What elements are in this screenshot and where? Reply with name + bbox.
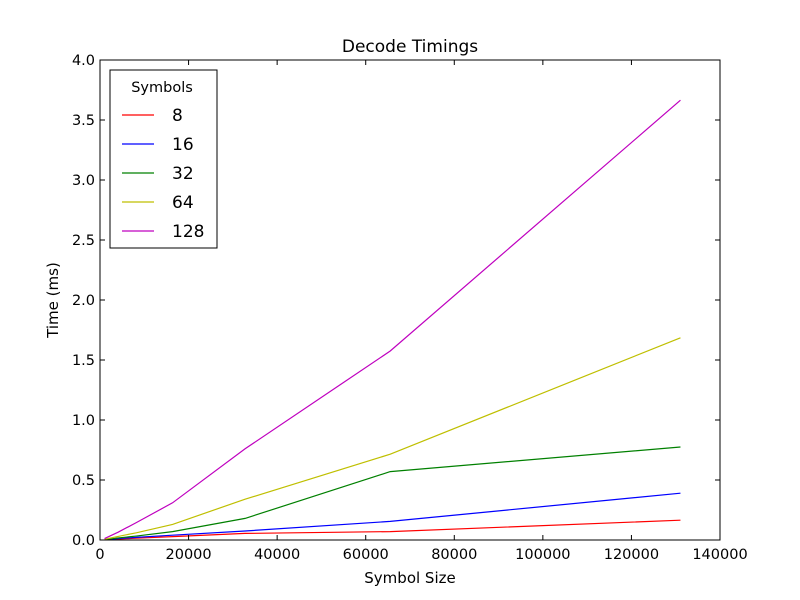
y-tick-label: 0.0 [72, 533, 95, 549]
y-tick-label: 1.5 [72, 353, 95, 369]
y-axis-label: Time (ms) [44, 262, 62, 339]
x-tick-label: 120000 [604, 547, 659, 563]
legend-label-128: 128 [172, 222, 204, 242]
series-line-8 [104, 519, 681, 541]
x-tick-label: 0 [95, 547, 104, 563]
x-axis-label: Symbol Size [364, 569, 455, 587]
chart-title: Decode Timings [342, 37, 478, 57]
y-tick-label: 3.0 [72, 173, 95, 189]
legend-label-32: 32 [172, 164, 194, 184]
x-tick-label: 140000 [692, 547, 747, 563]
plot-area: 0 20000 40000 60000 80000 100000 120000 140000 0… [72, 53, 748, 563]
legend-label-8: 8 [172, 106, 183, 126]
series-line-16 [104, 492, 681, 541]
legend-label-64: 64 [172, 193, 194, 213]
legend-box [109, 69, 218, 249]
y-tick-label: 4.0 [72, 53, 95, 69]
series-line-64 [104, 337, 681, 540]
x-tick-label: 20000 [166, 547, 212, 563]
series-line-32 [104, 446, 681, 541]
y-tick-label: 3.5 [72, 113, 95, 129]
y-tick-label: 2.0 [72, 293, 95, 309]
x-tick-label: 40000 [254, 547, 300, 563]
y-tick-label: 0.5 [72, 473, 95, 489]
x-tick-label: 100000 [515, 547, 570, 563]
legend: Symbols 8 16 32 64 128 [109, 69, 218, 249]
x-tick-label: 60000 [343, 547, 389, 563]
y-tick-label: 1.0 [72, 413, 95, 429]
legend-label-16: 16 [172, 135, 194, 155]
x-tick-label: 80000 [431, 547, 477, 563]
legend-title: Symbols [131, 80, 193, 96]
y-tick-label: 2.5 [72, 233, 95, 249]
series-line-128 [104, 99, 681, 540]
